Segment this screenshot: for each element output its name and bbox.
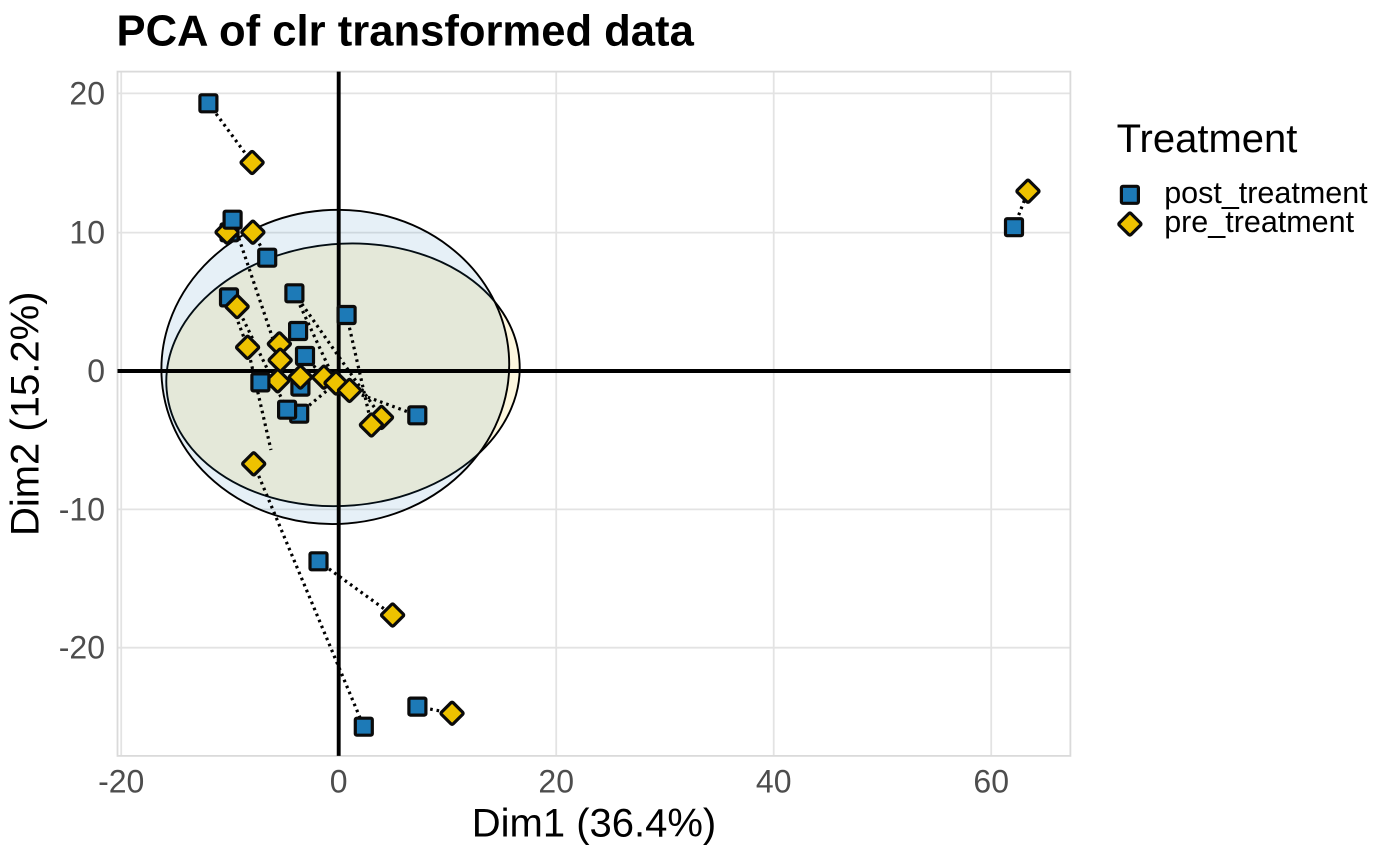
svg-text:-10: -10: [59, 491, 105, 527]
svg-text:-20: -20: [59, 630, 105, 666]
svg-text:10: 10: [69, 215, 105, 251]
svg-text:Dim2 (15.2%): Dim2 (15.2%): [4, 292, 48, 537]
svg-text:0: 0: [87, 353, 105, 389]
svg-text:0: 0: [330, 764, 348, 800]
svg-text:Treatment: Treatment: [1117, 117, 1298, 161]
svg-text:60: 60: [973, 764, 1009, 800]
svg-text:Dim1 (36.4%): Dim1 (36.4%): [472, 801, 717, 845]
svg-text:PCA of clr transformed data: PCA of clr transformed data: [117, 8, 695, 56]
svg-text:post_treatment: post_treatment: [1164, 176, 1368, 210]
svg-text:20: 20: [69, 75, 105, 111]
svg-text:20: 20: [538, 764, 574, 800]
svg-text:-20: -20: [98, 764, 144, 800]
svg-text:40: 40: [756, 764, 792, 800]
svg-text:pre_treatment: pre_treatment: [1164, 205, 1354, 239]
